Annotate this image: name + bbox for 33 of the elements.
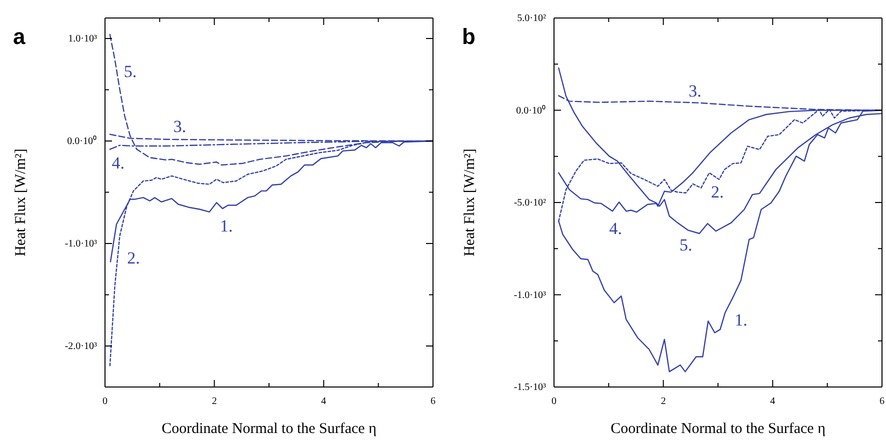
series-label: 4. — [112, 154, 124, 173]
y-tick-label: -2.0·10³ — [64, 341, 97, 352]
x-tick-label: 6 — [430, 396, 436, 408]
x-tick-label: 0 — [102, 396, 108, 408]
series-label: 4. — [609, 218, 622, 238]
y-axis-title: Heat Flux [W/m²] — [462, 148, 478, 256]
y-axis-title: Heat Flux [W/m²] — [13, 148, 29, 256]
series-label: 3. — [173, 117, 186, 136]
series-label: 2. — [127, 248, 140, 268]
series-label: 2. — [710, 182, 724, 202]
x-axis-title: Coordinate Normal to the Surface η — [162, 421, 377, 437]
x-tick-label: 4 — [321, 396, 326, 408]
chart-title: b — [462, 24, 476, 49]
y-tick-label: -1.0·10³ — [64, 238, 97, 250]
series-label: 5. — [124, 62, 137, 82]
x-axis-title: Coordinate Normal to the Surface η — [610, 421, 826, 437]
y-tick-label: -1.5·10³ — [514, 382, 546, 394]
y-tick-label: 5.0·10² — [517, 13, 546, 24]
x-tick-label: 6 — [880, 396, 884, 408]
x-tick-label: 2 — [212, 396, 217, 408]
series-label: 5. — [679, 236, 692, 255]
y-tick-label: -1.0·10³ — [514, 290, 546, 301]
x-tick-label: 2 — [660, 396, 666, 408]
y-tick-label: 0.0·10⁰ — [67, 135, 97, 148]
y-tick-label: -5.0·10² — [514, 198, 546, 209]
x-tick-label: 4 — [770, 396, 776, 408]
y-tick-label: 0.0·10⁰ — [516, 104, 546, 116]
series-label: 1. — [220, 216, 233, 236]
series-label: 3. — [688, 81, 702, 100]
chart-title: a — [13, 24, 26, 49]
y-tick-label: 1.0·10³ — [68, 34, 97, 45]
series-label: 1. — [734, 310, 748, 330]
x-tick-label: 0 — [552, 396, 556, 408]
